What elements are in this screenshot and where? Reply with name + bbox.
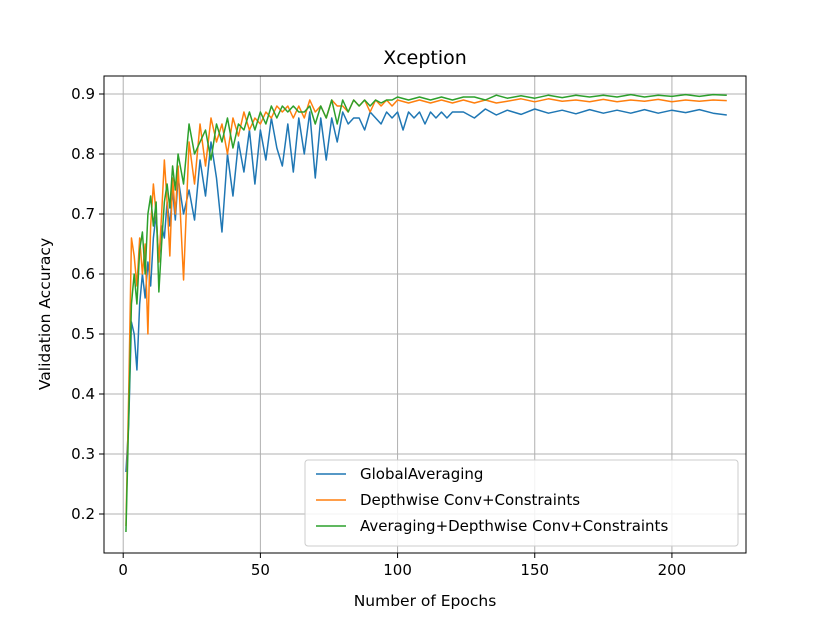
legend-label-2: Depthwise Conv+Constraints xyxy=(360,491,580,509)
series-line-3 xyxy=(125,93,727,533)
x-tick-label: 200 xyxy=(658,561,687,579)
grid-lines xyxy=(104,76,746,553)
y-tick-label: 0.6 xyxy=(71,265,95,283)
x-tick-label: 0 xyxy=(118,561,128,579)
x-tick-label: 100 xyxy=(383,561,412,579)
y-tick-label: 0.9 xyxy=(71,85,95,103)
y-tick-label: 0.7 xyxy=(71,205,95,223)
x-tick-label: 150 xyxy=(520,561,549,579)
legend-label-3: Averaging+Depthwise Conv+Constraints xyxy=(360,517,668,535)
x-tick-label: 50 xyxy=(251,561,270,579)
y-tick-label: 0.3 xyxy=(71,445,95,463)
y-axis-label: Validation Accuracy xyxy=(36,238,54,390)
legend-label-1: GlobalAveraging xyxy=(360,465,483,483)
plot-frame xyxy=(103,75,747,554)
legend: GlobalAveraging Depthwise Conv+Constraint… xyxy=(304,459,739,547)
legend-box xyxy=(304,459,739,547)
y-tick-label: 0.5 xyxy=(71,325,95,343)
y-tick-label: 0.8 xyxy=(71,145,95,163)
axis-ticks: 0 50 100 150 200 0.2 0.3 0.4 0.5 0.6 0.7 0.8 0.9 xyxy=(71,85,686,579)
y-tick-label: 0.4 xyxy=(71,385,95,403)
series-lines xyxy=(125,93,727,533)
chart-title: Xception xyxy=(383,47,467,69)
x-axis-label: Number of Epochs xyxy=(354,592,497,610)
y-tick-label: 0.2 xyxy=(71,505,95,523)
